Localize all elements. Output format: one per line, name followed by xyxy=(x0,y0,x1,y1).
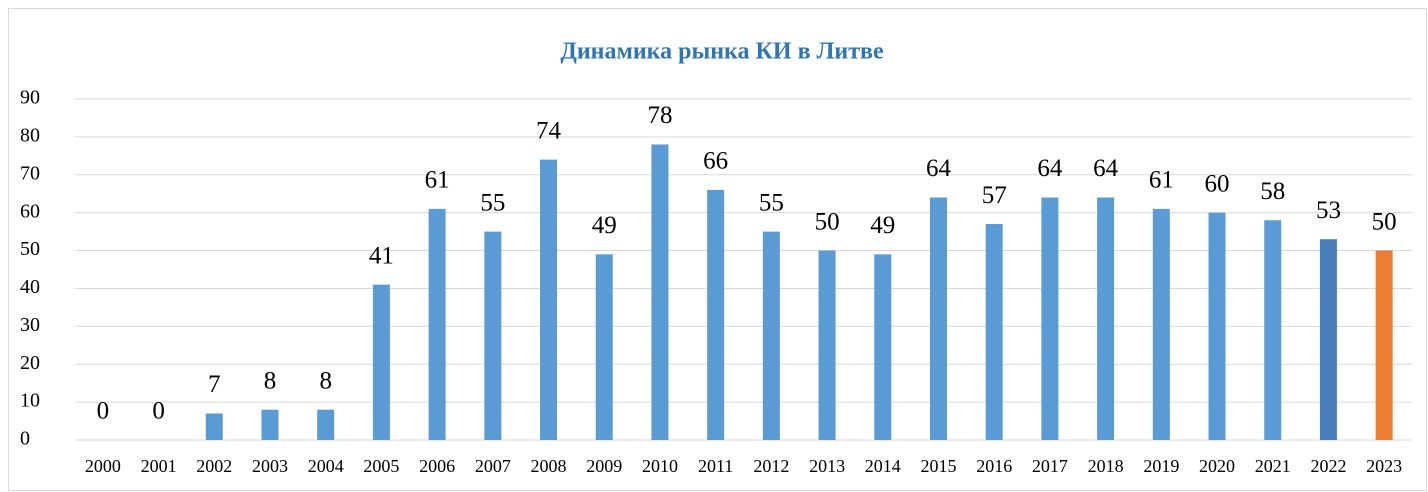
x-tick-label: 2016 xyxy=(976,456,1012,476)
x-tick-label: 2004 xyxy=(308,456,344,476)
y-tick-label: 0 xyxy=(20,428,30,450)
data-label: 49 xyxy=(870,212,895,239)
x-tick-label: 2018 xyxy=(1088,456,1124,476)
y-tick-label: 50 xyxy=(20,238,40,260)
x-tick-label: 2013 xyxy=(809,456,845,476)
x-tick-label: 2000 xyxy=(85,456,121,476)
x-tick-label: 2014 xyxy=(865,456,901,476)
bar xyxy=(317,409,335,440)
data-label: 50 xyxy=(815,208,840,235)
bar xyxy=(1375,250,1393,440)
bar xyxy=(1041,197,1059,440)
data-label: 55 xyxy=(759,189,784,216)
x-tick-label: 2020 xyxy=(1199,456,1235,476)
x-tick-label: 2011 xyxy=(698,456,733,476)
bar xyxy=(261,409,279,440)
x-tick-label: 2019 xyxy=(1143,456,1179,476)
bar xyxy=(929,197,947,440)
data-label: 64 xyxy=(1093,155,1119,182)
bar xyxy=(540,159,558,440)
bar xyxy=(818,250,836,440)
bar xyxy=(707,189,725,440)
data-label: 8 xyxy=(264,367,277,394)
data-label: 49 xyxy=(592,212,617,239)
y-tick-label: 40 xyxy=(20,276,40,298)
x-tick-label: 2022 xyxy=(1310,456,1346,476)
x-tick-label: 2006 xyxy=(419,456,455,476)
y-tick-label: 20 xyxy=(20,352,40,374)
data-label: 74 xyxy=(536,117,562,144)
bar xyxy=(1152,208,1170,440)
x-tick-label: 2012 xyxy=(753,456,789,476)
data-label: 7 xyxy=(208,371,221,398)
data-label: 66 xyxy=(703,148,728,175)
x-tick-label: 2023 xyxy=(1366,456,1402,476)
bar xyxy=(595,254,613,440)
x-tick-label: 2021 xyxy=(1255,456,1291,476)
data-label: 53 xyxy=(1316,197,1341,224)
data-label: 0 xyxy=(152,398,165,425)
data-label: 8 xyxy=(319,367,332,394)
y-tick-label: 80 xyxy=(20,124,40,146)
y-tick-label: 60 xyxy=(20,200,40,222)
x-tick-label: 2017 xyxy=(1032,456,1068,476)
bar xyxy=(484,231,502,440)
data-label: 61 xyxy=(1149,167,1174,194)
bar xyxy=(651,144,669,440)
chart-title: Динамика рынка КИ в Литве xyxy=(560,39,884,65)
x-tick-label: 2005 xyxy=(363,456,399,476)
data-label: 0 xyxy=(97,398,110,425)
x-tick-label: 2002 xyxy=(196,456,232,476)
data-label: 60 xyxy=(1205,170,1230,197)
data-label: 64 xyxy=(1037,155,1063,182)
data-label: 61 xyxy=(425,167,450,194)
x-tick-label: 2008 xyxy=(531,456,567,476)
data-label: 55 xyxy=(480,189,505,216)
data-label: 58 xyxy=(1260,178,1285,205)
data-label: 41 xyxy=(369,242,394,269)
bar xyxy=(1097,197,1115,440)
x-tick-label: 2010 xyxy=(642,456,678,476)
y-tick-label: 70 xyxy=(20,162,40,184)
x-tick-label: 2009 xyxy=(586,456,622,476)
bar xyxy=(985,224,1003,440)
bar xyxy=(1319,239,1337,440)
bar xyxy=(874,254,892,440)
data-label: 57 xyxy=(982,182,1007,209)
y-tick-label: 30 xyxy=(20,314,40,336)
data-label: 64 xyxy=(926,155,952,182)
bar xyxy=(205,413,223,440)
bar xyxy=(372,284,390,440)
x-tick-label: 2003 xyxy=(252,456,288,476)
y-tick-label: 90 xyxy=(20,87,40,109)
bar xyxy=(762,231,780,440)
bar xyxy=(1264,220,1282,440)
data-label: 50 xyxy=(1372,208,1397,235)
data-label: 78 xyxy=(647,102,672,129)
x-tick-label: 2015 xyxy=(920,456,956,476)
x-tick-label: 2007 xyxy=(475,456,511,476)
bar xyxy=(1208,212,1226,440)
bar xyxy=(428,208,446,440)
y-tick-label: 10 xyxy=(20,390,40,412)
x-tick-label: 2001 xyxy=(141,456,177,476)
